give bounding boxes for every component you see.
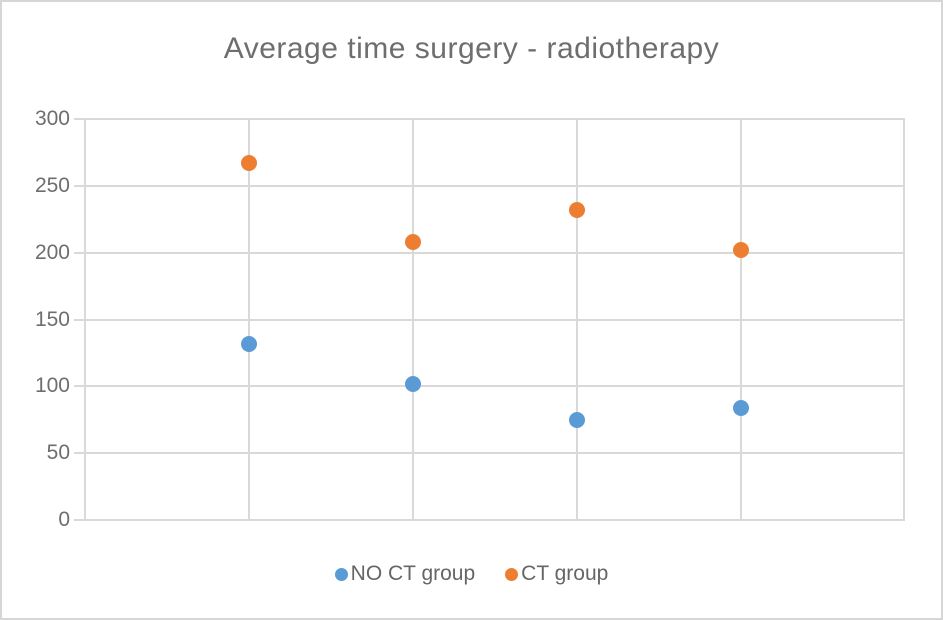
y-axis-tick	[74, 318, 85, 321]
x-gridline	[412, 119, 414, 520]
y-gridline	[85, 385, 905, 388]
y-gridline	[85, 251, 905, 254]
data-point-no-ct-group[interactable]	[405, 375, 421, 392]
y-tick-label: 250	[34, 173, 70, 197]
y-tick-label: 50	[46, 441, 70, 465]
x-gridline	[84, 119, 86, 520]
data-point-ct-group[interactable]	[405, 233, 421, 250]
data-point-no-ct-group[interactable]	[733, 399, 749, 416]
y-gridline	[85, 184, 905, 187]
y-axis-tick-labels: 300 250 200 150 100 50 0	[2, 107, 70, 531]
x-gridline	[903, 119, 905, 520]
y-axis-tick	[74, 251, 85, 254]
y-axis-tick	[74, 184, 85, 187]
data-point-no-ct-group[interactable]	[569, 411, 585, 428]
y-gridline	[85, 452, 905, 455]
legend-label: NO CT group	[350, 562, 476, 585]
y-axis-tick	[74, 385, 85, 388]
data-point-no-ct-group[interactable]	[241, 335, 257, 352]
y-tick-label: 150	[34, 307, 70, 331]
legend-marker-icon	[505, 567, 519, 581]
chart-title: Average time surgery - radiotherapy	[223, 32, 720, 65]
x-gridline	[576, 119, 578, 520]
y-gridline	[85, 519, 905, 521]
y-gridline	[85, 118, 905, 120]
legend: NO CT group CT group	[2, 562, 941, 586]
y-tick-label: 300	[34, 107, 70, 130]
y-axis-tick	[74, 519, 85, 521]
y-tick-label: 0	[58, 508, 70, 531]
x-gridline	[740, 119, 742, 520]
data-point-ct-group[interactable]	[569, 201, 585, 218]
legend-label: CT group	[521, 562, 609, 585]
y-axis-tick	[74, 118, 85, 120]
y-gridline	[85, 318, 905, 321]
y-tick-label: 200	[34, 240, 70, 264]
y-tick-label: 100	[34, 374, 70, 398]
plot-area	[74, 118, 905, 521]
legend-item-no-ct-group[interactable]: NO CT group	[334, 562, 476, 586]
y-axis-tick	[74, 452, 85, 455]
data-point-ct-group[interactable]	[241, 155, 257, 172]
legend-item-ct-group[interactable]: CT group	[505, 562, 608, 586]
x-gridline	[248, 119, 250, 520]
legend-marker-icon	[334, 567, 348, 581]
data-point-ct-group[interactable]	[733, 241, 749, 258]
